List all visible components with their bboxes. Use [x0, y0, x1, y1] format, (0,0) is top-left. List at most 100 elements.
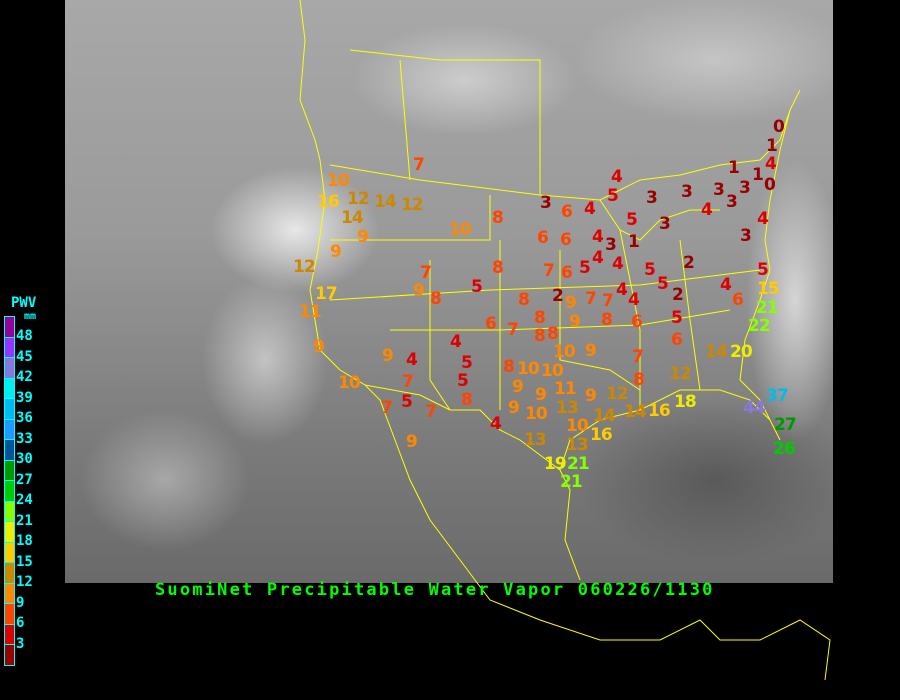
station-pwv-value: 4 — [612, 254, 624, 274]
station-pwv-value: 12 — [606, 384, 629, 404]
map-title: SuomiNet Precipitable Water Vapor 060226… — [155, 580, 715, 600]
state-lines-3 — [390, 309, 731, 331]
station-pwv-value: 10 — [566, 416, 589, 436]
east-coast-line — [559, 109, 791, 581]
station-pwv-value: 6 — [560, 230, 572, 250]
station-pwv-value: 9 — [569, 312, 581, 332]
state-lines-8 — [679, 239, 701, 391]
station-pwv-value: 1 — [628, 232, 640, 252]
station-pwv-value: 10 — [541, 361, 564, 381]
legend-swatch — [5, 522, 14, 543]
legend-swatch — [5, 399, 14, 420]
state-lines-4 — [429, 260, 451, 411]
station-pwv-value: 11 — [554, 379, 577, 399]
station-pwv-value: 4 — [450, 332, 462, 352]
station-pwv-value: 18 — [674, 392, 697, 412]
legend-tick-label: 39 — [16, 389, 33, 406]
station-pwv-value: 37 — [766, 386, 789, 406]
legend-unit: mm — [24, 311, 37, 322]
station-pwv-value: 7 — [381, 398, 393, 418]
station-pwv-value: 7 — [413, 155, 425, 175]
station-pwv-value: 5 — [579, 258, 591, 278]
legend-swatch — [5, 542, 14, 563]
station-pwv-value: 3 — [739, 178, 751, 198]
station-pwv-value: 4 — [611, 167, 623, 187]
station-pwv-value: 6 — [537, 228, 549, 248]
station-pwv-value: 9 — [585, 341, 597, 361]
station-pwv-value: 8 — [547, 324, 559, 344]
station-pwv-value: 0 — [773, 117, 785, 137]
great-lakes — [599, 199, 720, 241]
legend-swatch — [5, 604, 14, 625]
station-pwv-value: 1 — [766, 136, 778, 156]
station-pwv-value: 10 — [553, 342, 576, 362]
legend-tick-label: 15 — [16, 553, 33, 570]
legend-swatch — [5, 419, 14, 440]
legend-tick-label: 48 — [16, 328, 33, 344]
station-pwv-value: 4 — [592, 248, 604, 268]
legend-tick-label: 18 — [16, 533, 33, 549]
station-pwv-value: 8 — [492, 208, 504, 228]
station-pwv-value: 8 — [601, 310, 613, 330]
station-pwv-value: 4 — [616, 280, 628, 300]
station-pwv-value: 7 — [543, 261, 555, 281]
station-pwv-value: 14 — [341, 208, 364, 228]
station-pwv-value: 3 — [659, 214, 671, 234]
station-pwv-value: 2 — [552, 286, 564, 306]
station-pwv-value: 6 — [631, 312, 643, 332]
legend-swatch — [5, 358, 14, 379]
station-pwv-value: 9 — [406, 432, 418, 452]
legend-swatch — [5, 583, 14, 604]
west-coast-line — [299, 0, 831, 681]
station-pwv-value: 5 — [657, 274, 669, 294]
station-pwv-value: 13 — [566, 435, 589, 455]
station-pwv-value: 10 — [327, 171, 350, 191]
station-pwv-value: 1 — [752, 165, 764, 185]
legend-swatch — [5, 317, 14, 338]
station-pwv-value: 8 — [633, 370, 645, 390]
station-pwv-value: 8 — [461, 390, 473, 410]
legend-tick-label: 27 — [16, 471, 33, 488]
station-pwv-value: 16 — [590, 425, 613, 445]
legend-tick-label: 36 — [16, 410, 33, 426]
legend-swatch — [5, 440, 14, 461]
station-pwv-value: 13 — [524, 430, 547, 450]
legend-swatch — [5, 481, 14, 502]
station-pwv-value: 9 — [508, 398, 520, 418]
station-pwv-value: 21 — [756, 298, 779, 318]
legend-heading: PWV — [11, 295, 37, 311]
station-pwv-value: 0 — [764, 175, 776, 195]
legend-swatch — [5, 624, 14, 645]
station-pwv-value: 2 — [672, 285, 684, 305]
station-pwv-value: 3 — [605, 235, 617, 255]
station-pwv-value: 9 — [585, 386, 597, 406]
station-pwv-value: 5 — [644, 260, 656, 280]
station-pwv-value: 8 — [534, 308, 546, 328]
station-pwv-value: 8 — [503, 357, 515, 377]
station-pwv-value: 4 — [406, 350, 418, 370]
station-pwv-value: 4 — [592, 227, 604, 247]
station-pwv-value: 10 — [517, 359, 540, 379]
station-pwv-value: 12 — [669, 364, 692, 384]
legend-tick-label: 9 — [16, 594, 25, 611]
station-pwv-value: 4 — [757, 209, 769, 229]
station-pwv-value: 13 — [556, 398, 579, 418]
station-pwv-value: 20 — [730, 342, 753, 362]
station-pwv-value: 21 — [567, 454, 590, 474]
station-pwv-value: 22 — [748, 316, 771, 336]
station-pwv-value: 9 — [382, 346, 394, 366]
state-lines-7 — [619, 229, 641, 410]
station-pwv-value: 9 — [413, 281, 425, 301]
station-pwv-value: 4 — [701, 200, 713, 220]
station-pwv-value: 3 — [540, 193, 552, 213]
legend-swatch — [5, 645, 14, 665]
station-pwv-value: 6 — [732, 290, 744, 310]
station-pwv-value: 10 — [449, 220, 472, 240]
station-pwv-value: 21 — [560, 472, 583, 492]
station-pwv-value: 17 — [315, 284, 338, 304]
canada-provinces — [399, 59, 411, 181]
legend-swatch — [5, 460, 14, 481]
station-pwv-value: 8 — [534, 326, 546, 346]
station-pwv-value: 12 — [347, 189, 370, 209]
station-pwv-value: 16 — [648, 401, 671, 421]
